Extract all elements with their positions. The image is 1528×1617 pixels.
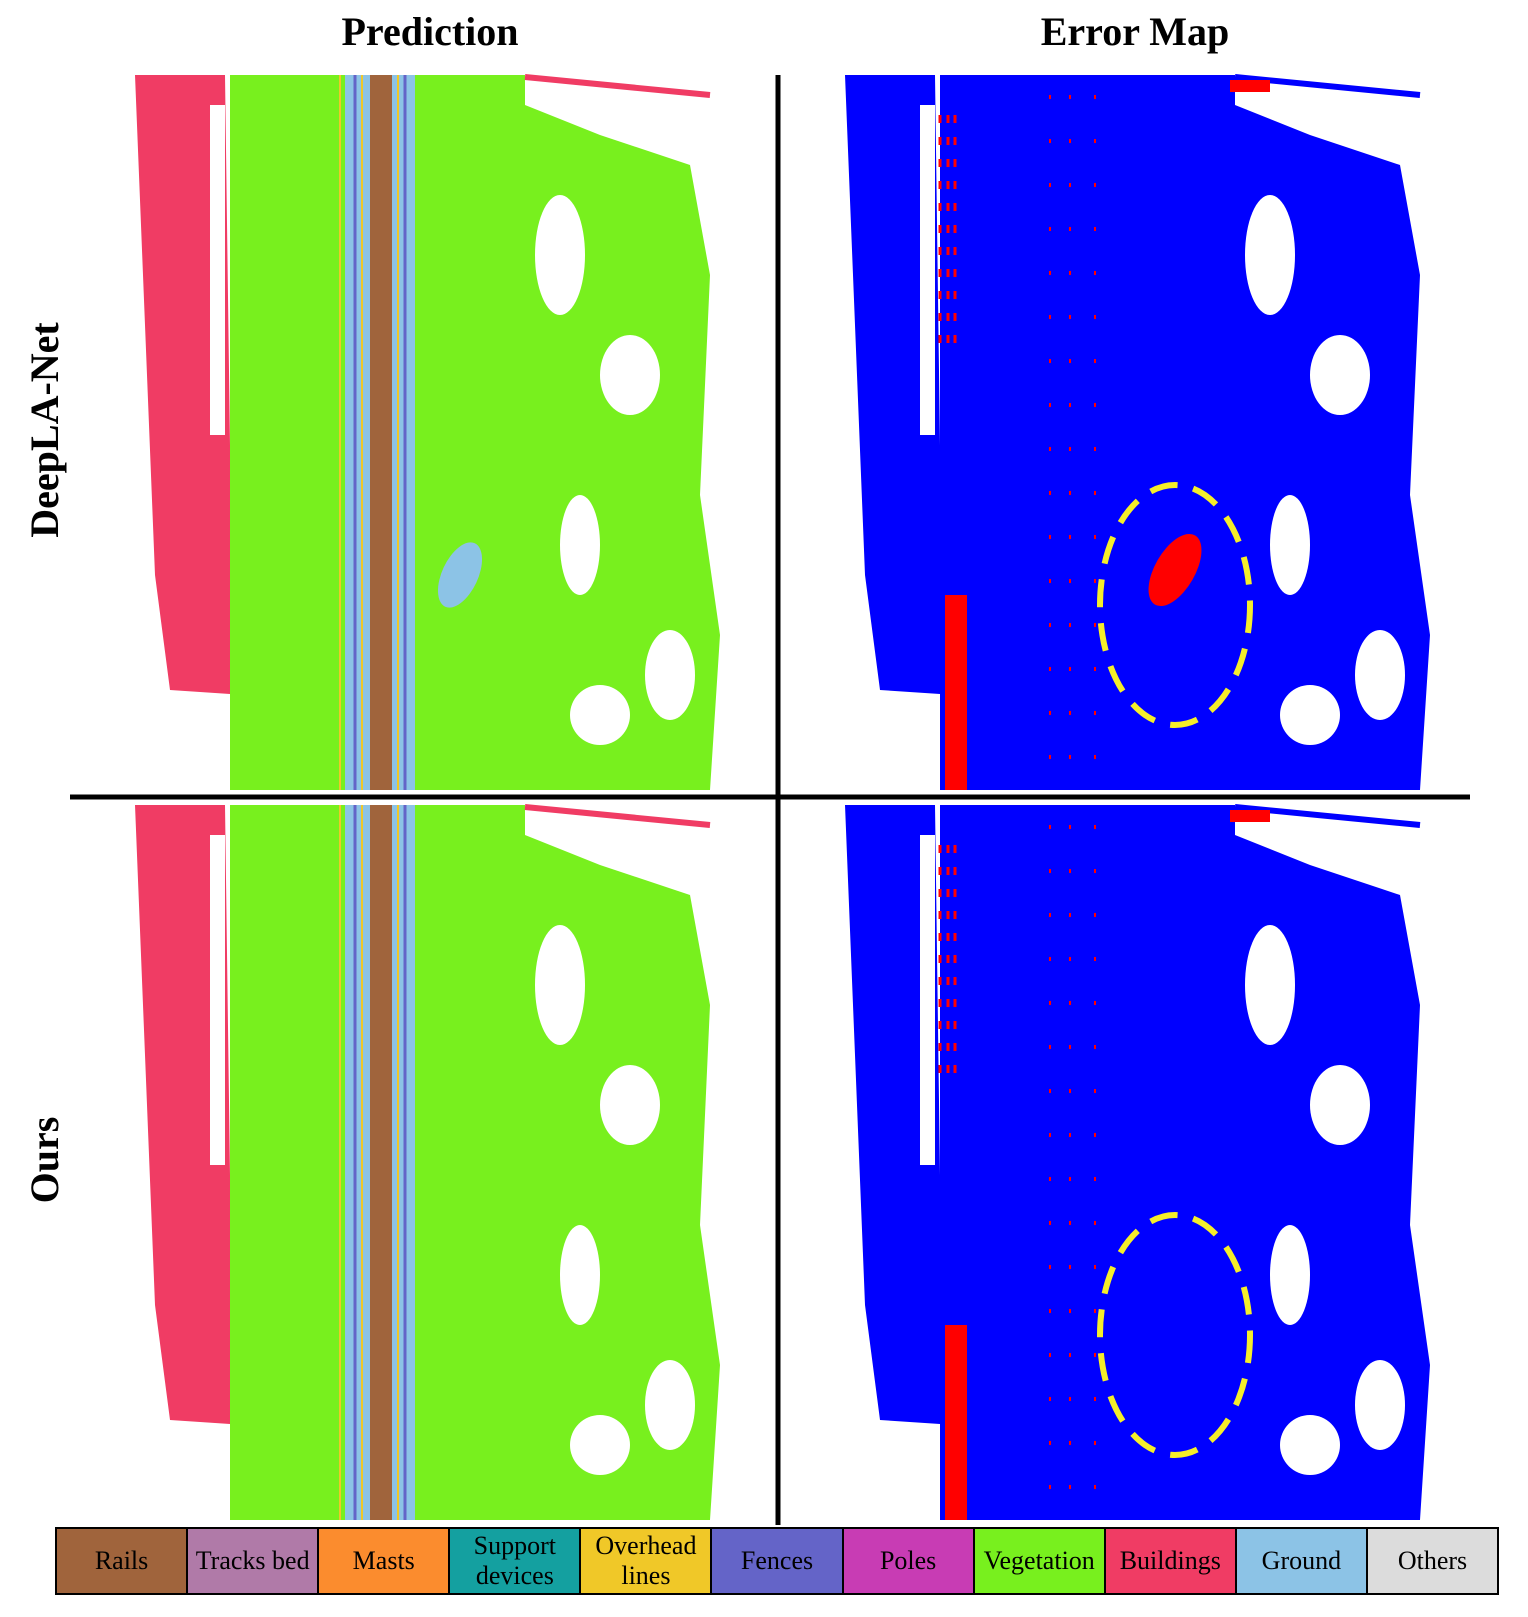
error-blob: [1148, 533, 1202, 607]
legend-entry: Overhead lines: [581, 1529, 713, 1593]
hole: [570, 1415, 630, 1475]
hole: [535, 195, 585, 315]
hole: [560, 495, 600, 595]
hole: [560, 1225, 600, 1325]
building: [845, 75, 955, 695]
error: [1230, 80, 1270, 92]
legend-entry: Others: [1367, 1529, 1498, 1593]
gap: [920, 835, 935, 1165]
hole: [600, 335, 660, 415]
ground-blob: [437, 542, 483, 608]
hole: [1280, 1415, 1340, 1475]
rails: [370, 75, 392, 790]
hole: [1355, 1360, 1405, 1450]
error-map: [845, 74, 1430, 790]
error-map: [845, 804, 1430, 1520]
legend-entry: Support devices: [450, 1529, 582, 1593]
hole: [1280, 685, 1340, 745]
row-header: Ours: [22, 1117, 67, 1204]
hole: [1310, 1065, 1370, 1145]
hole: [1270, 495, 1310, 595]
legend-entry: Fences: [712, 1529, 844, 1593]
legend-entry: Ground: [1236, 1529, 1368, 1593]
hole: [535, 925, 585, 1045]
legend-entry: Vegetation: [974, 1529, 1106, 1593]
rails: [370, 805, 392, 1520]
gap: [210, 105, 225, 435]
legend-entry: Buildings: [1105, 1529, 1237, 1593]
hole: [600, 1065, 660, 1145]
gap: [210, 835, 225, 1165]
prediction-map: [135, 74, 720, 790]
row-header: DeepLA-Net: [22, 322, 67, 538]
building: [135, 75, 245, 695]
legend-entry: Poles: [843, 1529, 975, 1593]
legend-entry: Tracks bed: [188, 1529, 320, 1593]
hole: [1355, 630, 1405, 720]
legend: Rails Tracks bed Masts Support devices Overh…: [55, 1527, 1499, 1595]
hole: [570, 685, 630, 745]
hole: [1245, 925, 1295, 1045]
edge: [524, 804, 711, 828]
vegetation: [940, 805, 1235, 1520]
hole: [645, 1360, 695, 1450]
legend-entry: Rails: [57, 1529, 189, 1593]
highlight: [1097, 1212, 1253, 1458]
hole: [1310, 335, 1370, 415]
prediction-map: [135, 804, 720, 1520]
building: [135, 805, 245, 1425]
highlight: [1097, 482, 1253, 728]
hole: [645, 630, 695, 720]
legend-entry: Masts: [319, 1529, 451, 1593]
hole: [1245, 195, 1295, 315]
hole: [1270, 1225, 1310, 1325]
gap: [920, 105, 935, 435]
column-header: Prediction: [341, 9, 518, 54]
building: [845, 805, 955, 1425]
edge: [524, 74, 711, 98]
vegetation: [940, 75, 1235, 790]
error: [945, 595, 967, 790]
column-header: Error Map: [1041, 9, 1230, 54]
error: [1230, 810, 1270, 822]
error: [945, 1325, 967, 1520]
